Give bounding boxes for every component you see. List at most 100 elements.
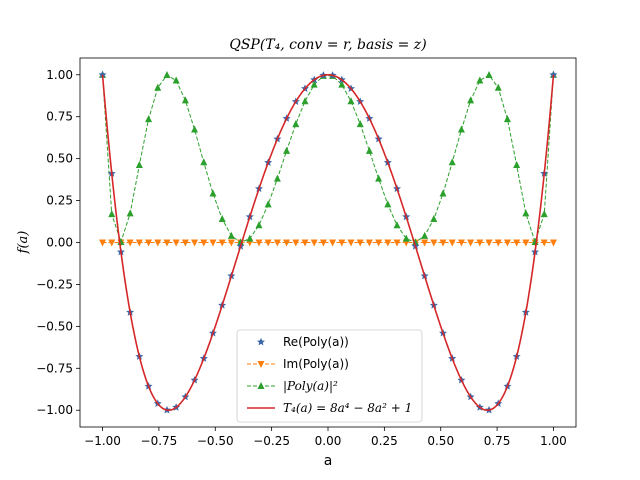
data-point-2-9	[181, 96, 189, 104]
data-point-2-26	[338, 80, 346, 88]
data-point-1-43	[494, 239, 502, 247]
data-point-1-42	[485, 239, 493, 247]
legend-label: Re(Poly(a))	[283, 335, 349, 349]
data-point-1-14	[227, 239, 235, 247]
data-point-2-28	[356, 120, 364, 128]
data-point-1-21	[292, 239, 300, 247]
y-tick-label: 0.75	[46, 110, 73, 124]
legend-swatch-marker	[257, 337, 265, 346]
y-tick-label: 0.25	[46, 194, 73, 208]
data-point-2-32	[393, 221, 401, 229]
data-point-2-10	[191, 125, 199, 133]
series-2	[99, 70, 557, 246]
data-point-1-46	[522, 239, 530, 247]
data-point-2-29	[365, 146, 373, 154]
data-point-2-16	[246, 234, 254, 242]
data-point-2-33	[402, 234, 410, 242]
data-point-2-18	[264, 200, 272, 208]
legend-item-2: |Poly(a)|²	[247, 379, 338, 393]
data-point-0-0	[98, 70, 107, 79]
data-point-1-22	[301, 239, 309, 247]
x-tick-label: −0.25	[253, 434, 290, 448]
x-tick-label: 0.75	[484, 434, 511, 448]
data-point-2-40	[467, 96, 475, 104]
data-point-2-48	[540, 210, 548, 218]
x-tick-label: 0.50	[427, 434, 454, 448]
data-point-2-30	[375, 174, 383, 182]
data-point-2-20	[283, 146, 291, 154]
data-point-2-8	[172, 76, 180, 84]
data-point-1-0	[99, 239, 107, 247]
x-axis: −1.00 −0.75 −0.50 −0.25 0.00 0.25 0.50 0.75 1.00	[84, 427, 567, 448]
legend-label: T₄(a) = 8a⁴ − 8a² + 1	[283, 401, 412, 415]
x-tick-label: −0.75	[141, 434, 178, 448]
x-tick-label: −1.00	[84, 434, 121, 448]
legend-item-1: Im(Poly(a))	[247, 357, 349, 371]
plot-area	[98, 70, 558, 414]
data-point-2-19	[273, 174, 281, 182]
data-point-2-17	[255, 221, 263, 229]
series-line-2	[102, 74, 554, 244]
data-point-1-4	[135, 239, 143, 247]
legend-label: Im(Poly(a))	[283, 357, 349, 371]
data-point-1-20	[283, 239, 291, 247]
data-point-2-14	[227, 231, 235, 239]
data-point-2-4	[135, 161, 143, 169]
data-point-2-45	[513, 161, 521, 169]
data-point-1-31	[384, 239, 392, 247]
data-point-1-19	[273, 239, 281, 247]
legend-box	[236, 329, 423, 423]
data-point-1-9	[181, 239, 189, 247]
data-point-2-3	[126, 209, 134, 217]
data-point-1-1	[108, 239, 116, 247]
data-point-1-40	[467, 239, 475, 247]
data-point-2-15	[237, 238, 245, 246]
data-point-2-22	[301, 97, 309, 105]
data-point-2-39	[457, 125, 465, 133]
data-point-1-41	[476, 239, 484, 247]
x-tick-label: 1.00	[540, 434, 567, 448]
y-tick-label: −0.25	[36, 277, 73, 291]
series-line-t4	[101, 73, 555, 412]
data-point-2-44	[503, 115, 511, 123]
data-point-1-48	[540, 239, 548, 247]
x-tick-label: 0.00	[315, 434, 342, 448]
data-point-1-37	[439, 239, 447, 247]
data-point-1-8	[172, 239, 180, 247]
data-point-1-11	[200, 239, 208, 247]
data-point-2-5	[145, 115, 153, 123]
data-point-1-39	[457, 239, 465, 247]
data-point-2-7	[163, 71, 171, 79]
data-point-1-35	[421, 239, 429, 247]
legend-swatch-marker	[257, 382, 265, 389]
data-point-1-10	[191, 239, 199, 247]
x-tick-label: 0.25	[371, 434, 398, 448]
data-point-2-36	[430, 215, 438, 223]
data-point-1-26	[338, 239, 346, 247]
data-point-1-30	[375, 239, 383, 247]
legend-item-0: Re(Poly(a))	[257, 335, 349, 349]
data-point-2-1	[108, 210, 116, 218]
legend: Re(Poly(a)) Im(Poly(a)) |Poly(a)|² T₄(a) = …	[236, 329, 423, 423]
data-point-1-24	[319, 239, 327, 247]
data-point-1-28	[356, 239, 364, 247]
data-point-2-34	[411, 238, 419, 246]
data-point-2-38	[448, 158, 456, 166]
data-point-2-11	[200, 158, 208, 166]
data-point-1-29	[365, 239, 373, 247]
data-point-2-31	[384, 200, 392, 208]
data-point-1-23	[310, 239, 318, 247]
data-point-2-46	[522, 209, 530, 217]
y-tick-label: −0.75	[36, 361, 73, 375]
data-point-1-36	[430, 239, 438, 247]
data-point-1-7	[163, 239, 171, 247]
legend-item-3: T₄(a) = 8a⁴ − 8a² + 1	[247, 401, 412, 415]
legend-swatch-marker	[257, 361, 265, 368]
data-point-1-17	[255, 239, 263, 247]
data-point-1-45	[513, 239, 521, 247]
data-point-2-37	[439, 189, 447, 197]
data-point-1-25	[329, 239, 337, 247]
data-point-1-44	[503, 239, 511, 247]
data-point-2-41	[476, 76, 484, 84]
